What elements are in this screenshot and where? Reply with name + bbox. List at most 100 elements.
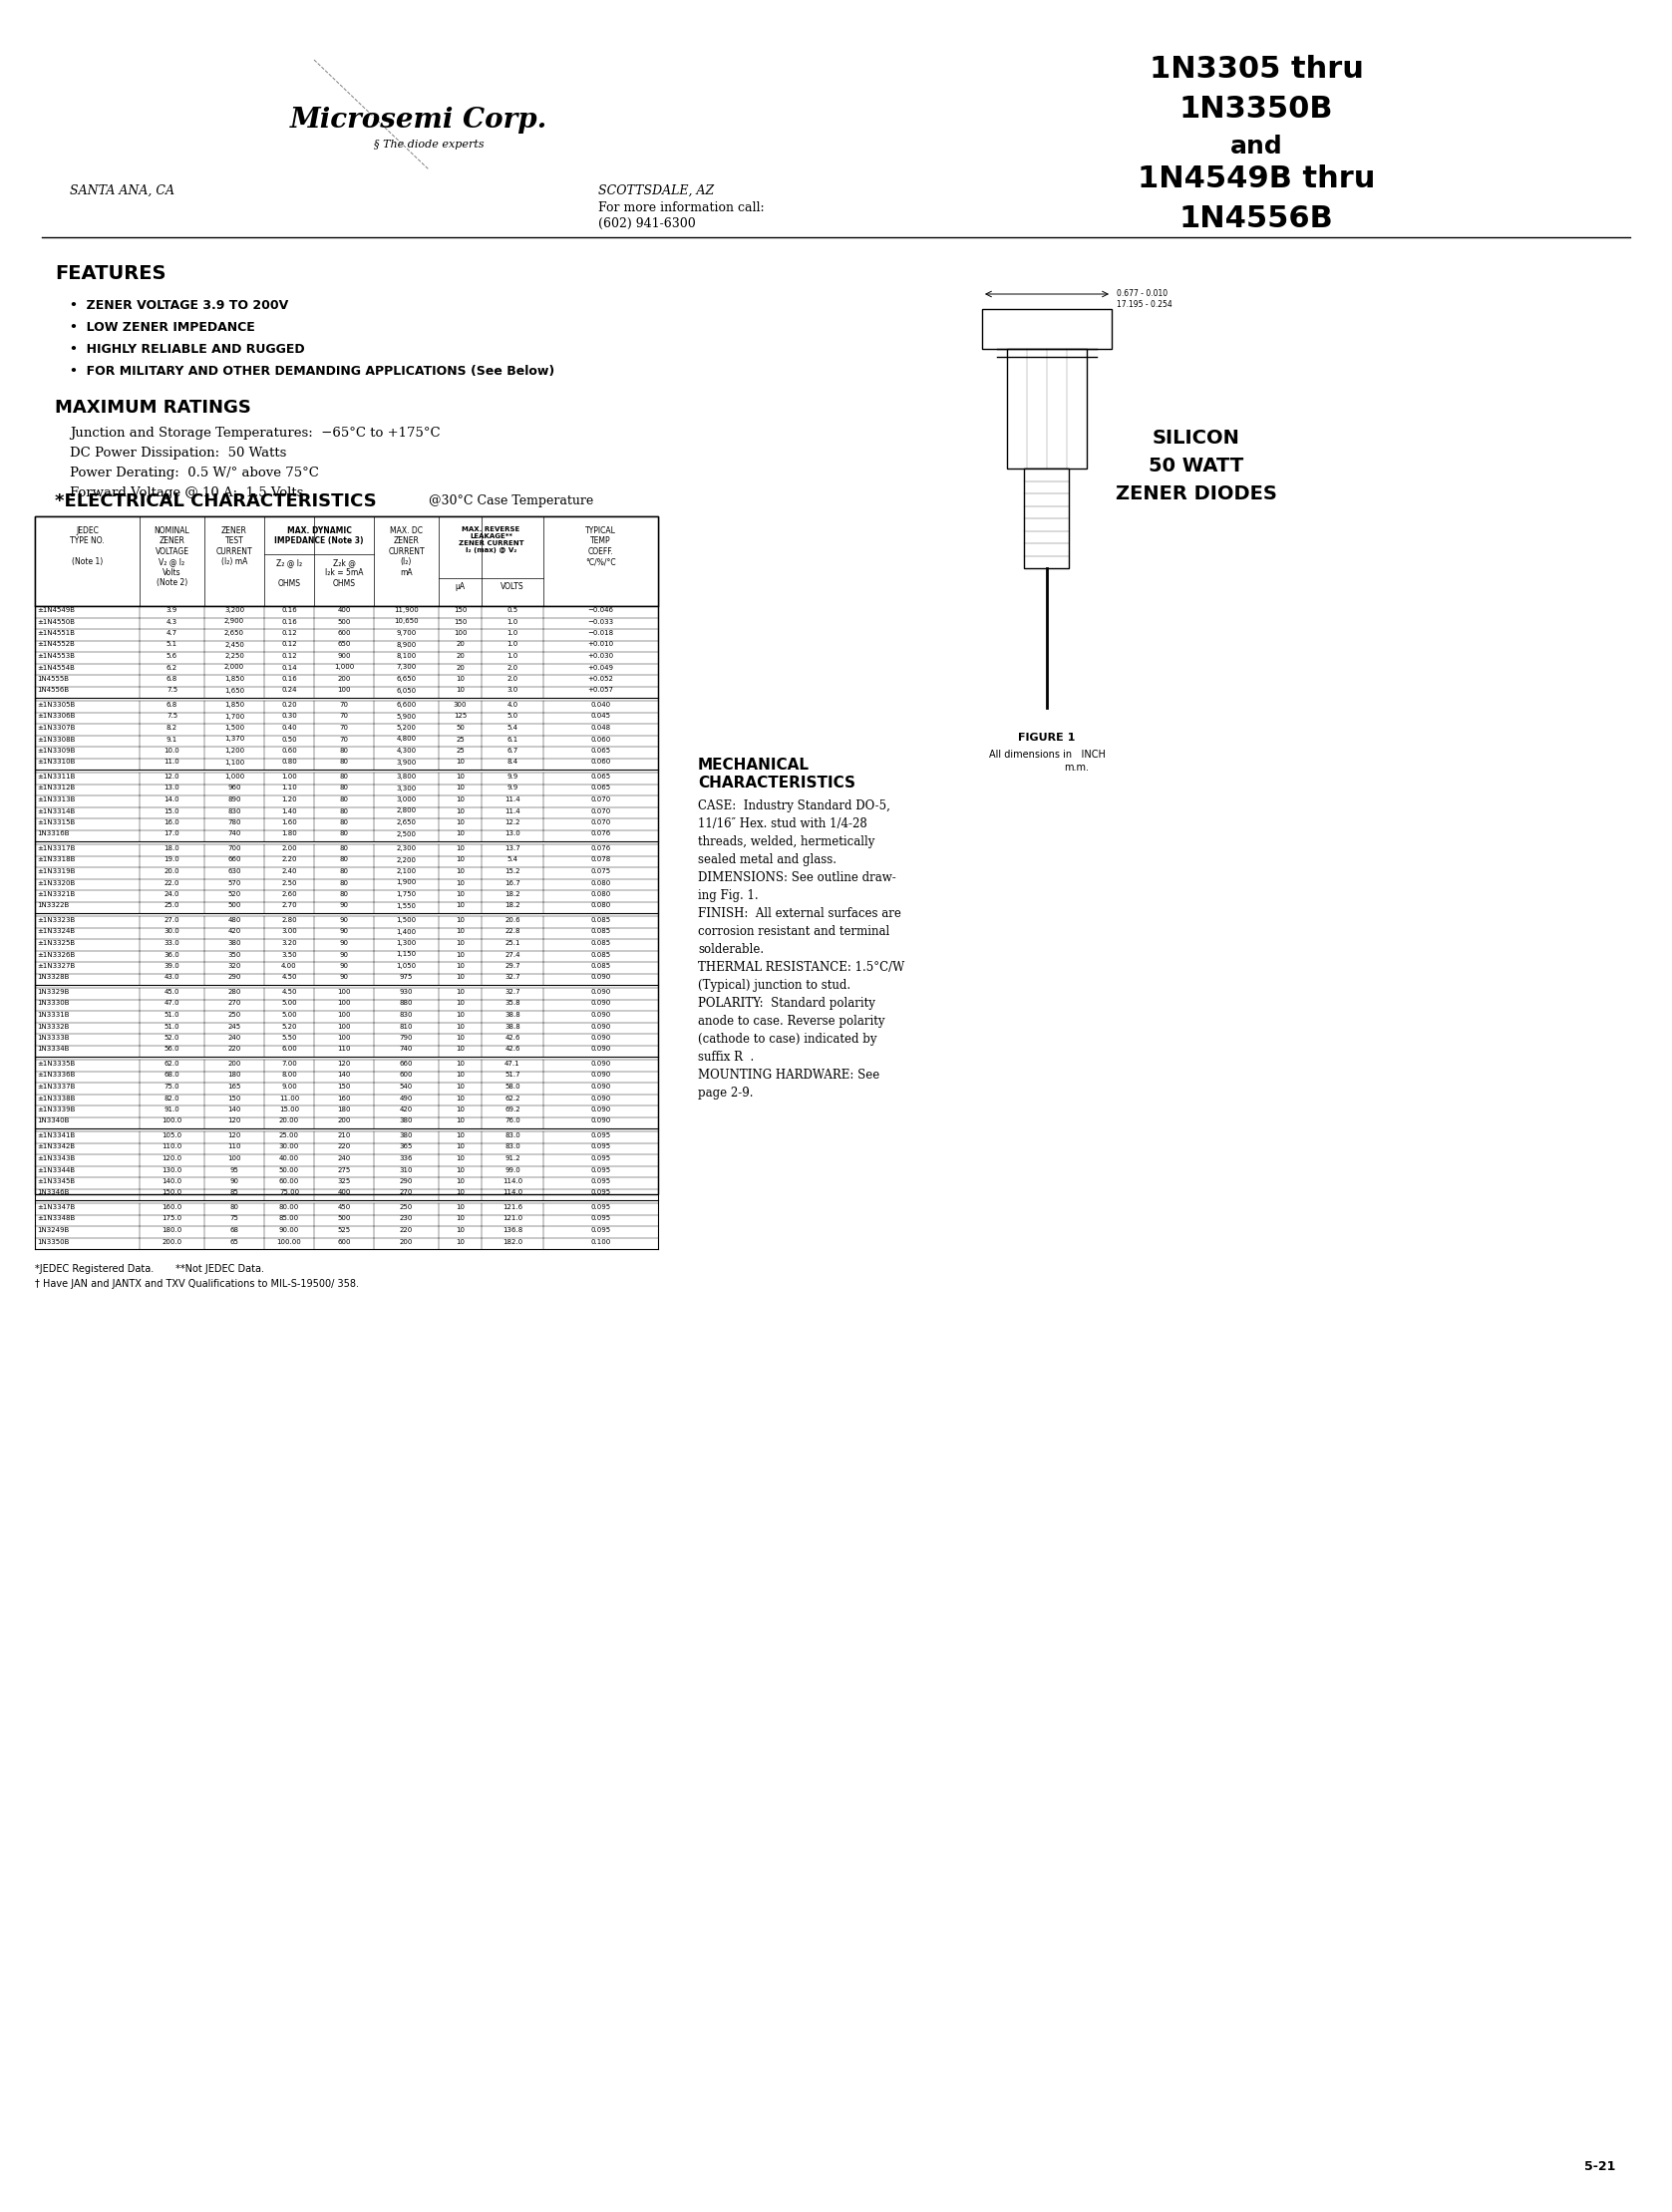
Text: 43.0: 43.0 (164, 975, 181, 980)
Text: 0.060: 0.060 (590, 759, 610, 765)
Text: 1,000: 1,000 (334, 664, 354, 670)
Text: 18.2: 18.2 (505, 891, 520, 898)
Text: 9.9: 9.9 (507, 774, 518, 779)
Text: 150: 150 (338, 1084, 351, 1091)
Text: 230: 230 (400, 1217, 413, 1221)
Text: 0.16: 0.16 (281, 677, 298, 681)
Text: 5.00: 5.00 (281, 1000, 298, 1006)
Text: 220: 220 (338, 1144, 351, 1150)
Text: 10: 10 (456, 975, 465, 980)
Text: 0.090: 0.090 (590, 1073, 610, 1077)
Text: 1,650: 1,650 (224, 688, 244, 692)
Text: 0.075: 0.075 (590, 869, 610, 874)
Text: 90: 90 (339, 902, 348, 909)
Text: *ELECTRICAL CHARACTERISTICS: *ELECTRICAL CHARACTERISTICS (55, 493, 376, 511)
Text: +0.052: +0.052 (589, 677, 614, 681)
Text: 0.16: 0.16 (281, 619, 298, 624)
Text: 25.0: 25.0 (164, 902, 179, 909)
Text: 100: 100 (338, 989, 351, 995)
Text: 6,650: 6,650 (396, 677, 416, 681)
Text: 140.0: 140.0 (162, 1179, 182, 1183)
Text: @30°C Case Temperature: @30°C Case Temperature (428, 495, 594, 507)
Text: 0.14: 0.14 (281, 664, 298, 670)
Text: 10: 10 (456, 818, 465, 825)
Text: ±1N4549B: ±1N4549B (37, 606, 75, 613)
Text: 22.0: 22.0 (164, 880, 179, 885)
Text: +0.030: +0.030 (587, 653, 614, 659)
Text: 80: 80 (339, 856, 348, 863)
Text: 6.2: 6.2 (167, 664, 177, 670)
Text: 0.070: 0.070 (590, 796, 610, 803)
Text: 3.20: 3.20 (281, 940, 298, 947)
Text: 10: 10 (456, 1106, 465, 1113)
Text: 10: 10 (456, 891, 465, 898)
Text: 525: 525 (338, 1228, 351, 1232)
Text: 90: 90 (229, 1179, 239, 1183)
Text: 100: 100 (338, 1035, 351, 1040)
Text: 10: 10 (456, 1228, 465, 1232)
Text: 40.00: 40.00 (279, 1155, 299, 1161)
Text: 2,650: 2,650 (224, 630, 244, 637)
Text: 25.1: 25.1 (505, 940, 520, 947)
Text: 52.0: 52.0 (164, 1035, 179, 1040)
Text: MAX. DYNAMIC
IMPEDANCE (Note 3): MAX. DYNAMIC IMPEDANCE (Note 3) (274, 526, 364, 546)
Text: 2,000: 2,000 (224, 664, 244, 670)
Text: ±1N3310B: ±1N3310B (37, 759, 75, 765)
Text: ±1N3315B: ±1N3315B (37, 818, 75, 825)
Text: 6,600: 6,600 (396, 701, 416, 708)
Text: 10: 10 (456, 929, 465, 933)
Text: 0.090: 0.090 (590, 1095, 610, 1102)
Text: 300: 300 (453, 701, 466, 708)
Text: ±1N3307B: ±1N3307B (37, 726, 75, 730)
Text: CHARACTERISTICS: CHARACTERISTICS (697, 776, 856, 790)
Text: 0.065: 0.065 (590, 774, 610, 779)
Text: 10: 10 (456, 1190, 465, 1197)
Text: 3,900: 3,900 (396, 759, 416, 765)
Text: ±1N4552B: ±1N4552B (37, 641, 75, 648)
Text: 1,200: 1,200 (224, 748, 244, 754)
Text: 0.80: 0.80 (281, 759, 298, 765)
Text: 80: 80 (339, 759, 348, 765)
Text: ±1N3319B: ±1N3319B (37, 869, 75, 874)
Text: 5.00: 5.00 (281, 1011, 298, 1018)
Text: 75.00: 75.00 (279, 1190, 299, 1197)
Text: 7.5: 7.5 (167, 688, 177, 692)
Text: 12.0: 12.0 (164, 774, 181, 779)
Text: 830: 830 (400, 1011, 413, 1018)
Text: ±1N3313B: ±1N3313B (37, 796, 75, 803)
Text: 2.0: 2.0 (507, 664, 518, 670)
Text: 4.00: 4.00 (281, 962, 298, 969)
Text: 600: 600 (400, 1073, 413, 1077)
Text: 90: 90 (339, 962, 348, 969)
Text: 20.00: 20.00 (279, 1117, 299, 1124)
Text: ±1N4551B: ±1N4551B (37, 630, 75, 637)
Text: 140: 140 (338, 1073, 351, 1077)
Text: 80: 80 (229, 1203, 239, 1210)
Text: 8.2: 8.2 (167, 726, 177, 730)
Text: 10: 10 (456, 785, 465, 792)
Text: 45.0: 45.0 (164, 989, 179, 995)
Text: ±1N3326B: ±1N3326B (37, 951, 75, 958)
Text: ±1N3327B: ±1N3327B (37, 962, 75, 969)
Text: 2.20: 2.20 (281, 856, 298, 863)
Text: •  HIGHLY RELIABLE AND RUGGED: • HIGHLY RELIABLE AND RUGGED (70, 343, 304, 356)
Text: 220: 220 (400, 1228, 413, 1232)
Text: 80: 80 (339, 869, 348, 874)
Text: FIGURE 1: FIGURE 1 (1018, 732, 1075, 743)
Text: 130.0: 130.0 (162, 1166, 182, 1172)
Text: 6.00: 6.00 (281, 1046, 298, 1053)
Text: 10.0: 10.0 (164, 748, 181, 754)
Text: 10: 10 (456, 677, 465, 681)
Text: 51.0: 51.0 (164, 1024, 181, 1029)
Text: 1.0: 1.0 (507, 619, 518, 624)
Text: (602) 941-6300: (602) 941-6300 (599, 217, 696, 230)
Text: 1.40: 1.40 (281, 807, 298, 814)
Text: ±1N3336B: ±1N3336B (37, 1073, 75, 1077)
Text: 5.0: 5.0 (507, 712, 518, 719)
Text: 1.0: 1.0 (507, 630, 518, 637)
Text: 10: 10 (456, 1084, 465, 1091)
Text: 105.0: 105.0 (162, 1133, 182, 1139)
Text: 380: 380 (400, 1117, 413, 1124)
Text: SANTA ANA, CA: SANTA ANA, CA (70, 184, 174, 197)
Text: 10: 10 (456, 1060, 465, 1066)
